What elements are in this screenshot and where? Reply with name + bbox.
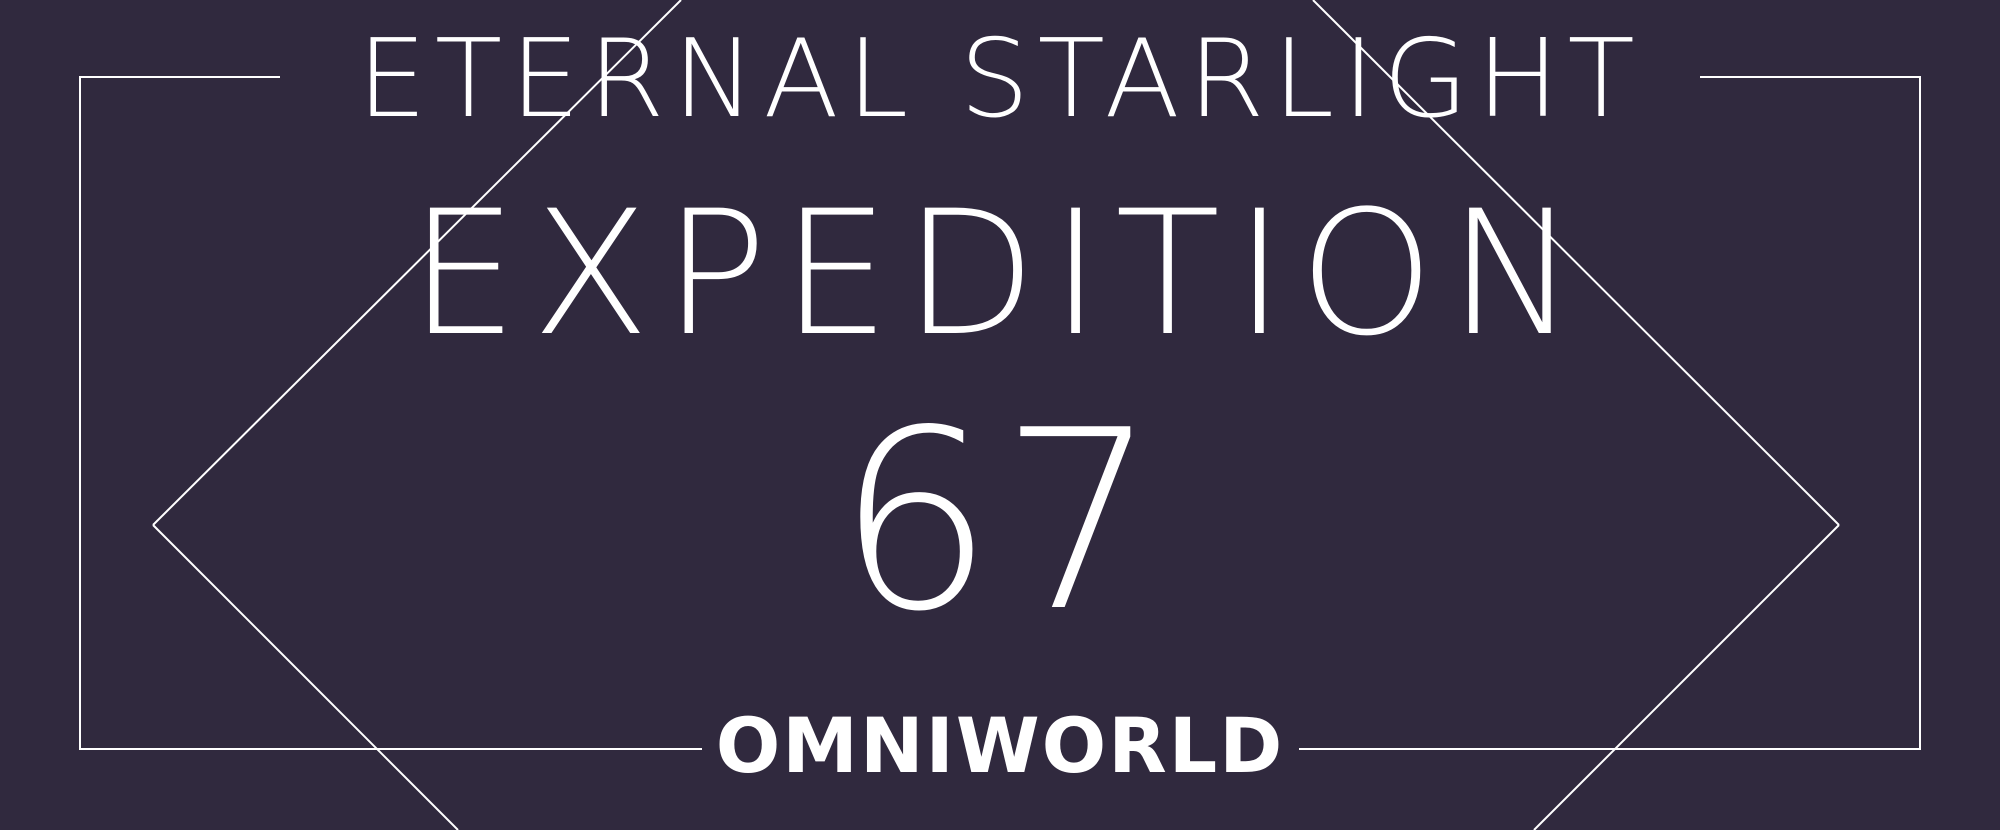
frame-left bbox=[79, 76, 702, 750]
frame-right bbox=[1299, 76, 1921, 750]
diamond-lower-left-edge bbox=[152, 524, 459, 830]
diamond-lower-right-edge bbox=[1533, 524, 1840, 830]
diamond-upper-right-edge bbox=[1312, 0, 1840, 526]
episode-number: 67 bbox=[836, 378, 1164, 666]
diamond-upper-left-edge bbox=[152, 0, 682, 526]
brand-logo-text: OMNIWORLD bbox=[715, 701, 1285, 790]
eyebrow-title: ETERNAL STARLIGHT bbox=[357, 17, 1643, 142]
headline-title: EXPEDITION bbox=[409, 173, 1591, 374]
